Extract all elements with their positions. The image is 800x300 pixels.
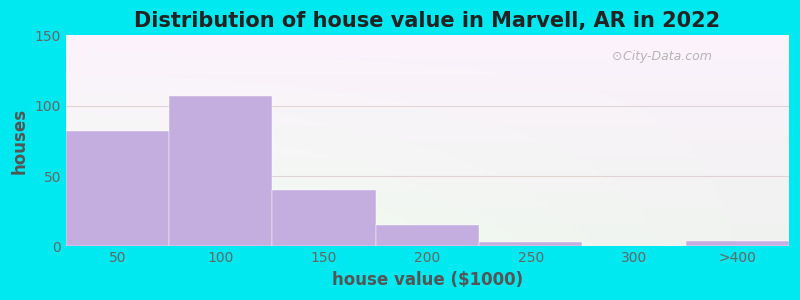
Text: ⊙: ⊙	[612, 50, 622, 63]
X-axis label: house value ($1000): house value ($1000)	[332, 271, 523, 289]
Title: Distribution of house value in Marvell, AR in 2022: Distribution of house value in Marvell, …	[134, 11, 721, 31]
Y-axis label: houses: houses	[11, 108, 29, 174]
Bar	[376, 225, 479, 247]
Bar	[66, 131, 169, 247]
Bar	[686, 241, 789, 247]
Bar	[479, 242, 582, 247]
Bar	[169, 96, 273, 247]
Text: City-Data.com: City-Data.com	[615, 50, 712, 63]
Bar	[273, 190, 376, 247]
